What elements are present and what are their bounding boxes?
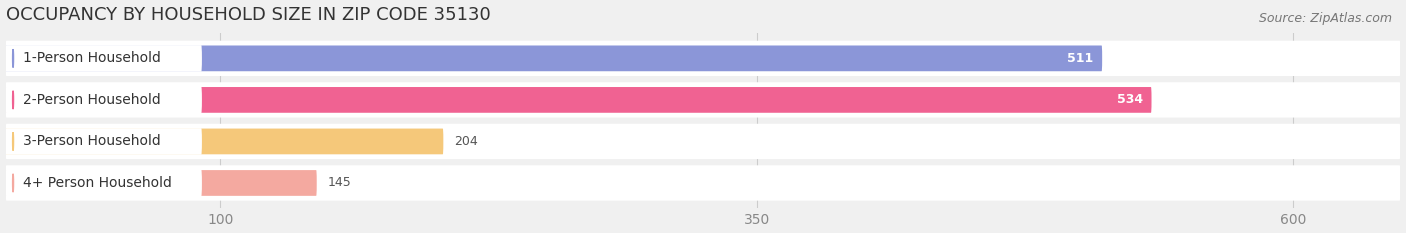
Text: OCCUPANCY BY HOUSEHOLD SIZE IN ZIP CODE 35130: OCCUPANCY BY HOUSEHOLD SIZE IN ZIP CODE … — [6, 6, 491, 24]
Text: 204: 204 — [454, 135, 478, 148]
FancyBboxPatch shape — [6, 87, 202, 113]
FancyBboxPatch shape — [6, 170, 316, 196]
Text: 4+ Person Household: 4+ Person Household — [22, 176, 172, 190]
FancyBboxPatch shape — [6, 82, 1400, 118]
FancyBboxPatch shape — [6, 165, 1400, 201]
FancyBboxPatch shape — [6, 87, 1152, 113]
Text: 145: 145 — [328, 176, 352, 189]
FancyBboxPatch shape — [6, 129, 443, 154]
Text: 534: 534 — [1116, 93, 1143, 106]
FancyBboxPatch shape — [6, 41, 1400, 76]
FancyBboxPatch shape — [6, 45, 202, 72]
FancyBboxPatch shape — [6, 45, 1102, 71]
Text: 1-Person Household: 1-Person Household — [22, 51, 160, 65]
Text: Source: ZipAtlas.com: Source: ZipAtlas.com — [1258, 12, 1392, 25]
Text: 2-Person Household: 2-Person Household — [22, 93, 160, 107]
Text: 3-Person Household: 3-Person Household — [22, 134, 160, 148]
Text: 511: 511 — [1067, 52, 1094, 65]
FancyBboxPatch shape — [6, 124, 1400, 159]
FancyBboxPatch shape — [6, 170, 202, 196]
FancyBboxPatch shape — [6, 128, 202, 155]
